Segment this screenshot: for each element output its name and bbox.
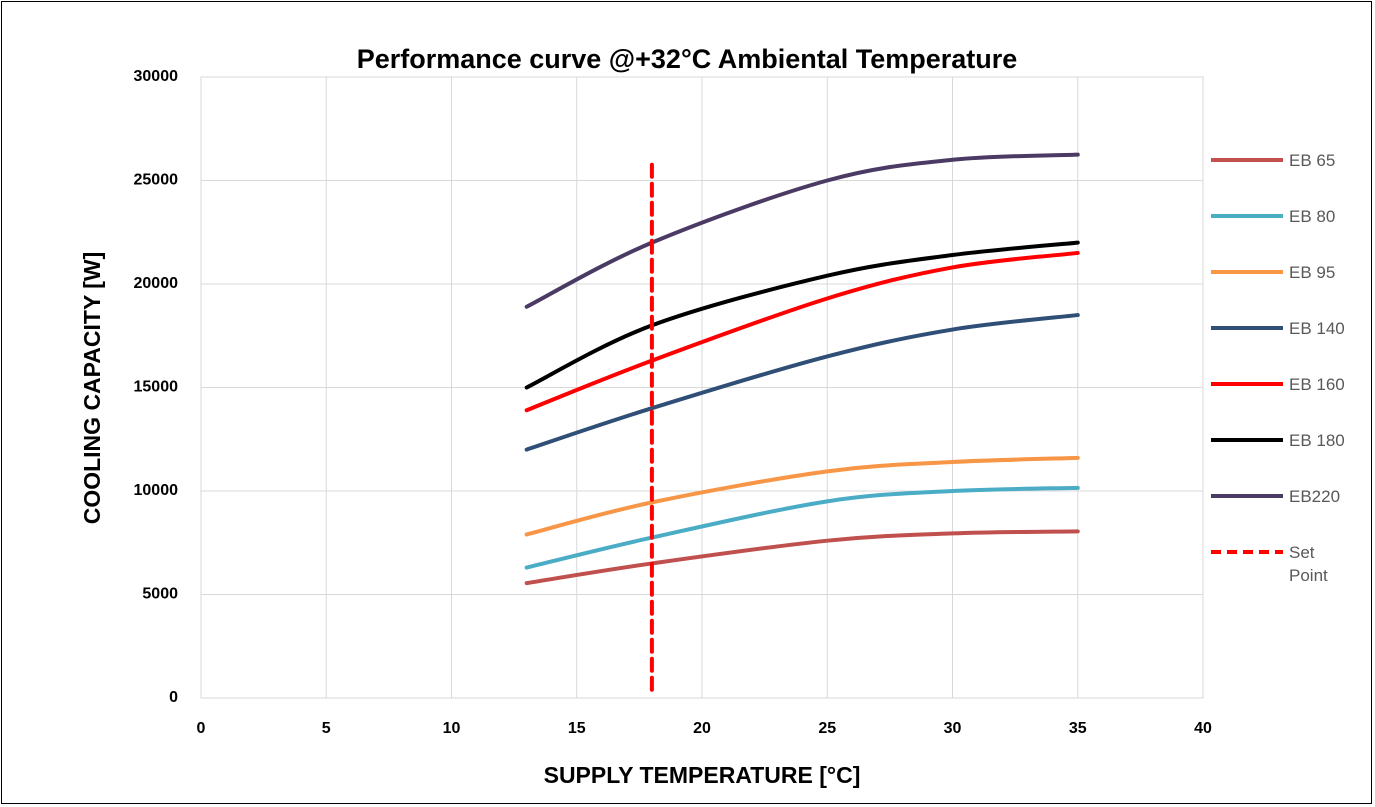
legend-item-eb-160: EB 160: [1211, 375, 1345, 394]
x-tick-label: 20: [693, 720, 711, 737]
legend-label: EB 95: [1289, 263, 1335, 282]
y-tick-label: 25000: [134, 172, 179, 189]
series-layer: [524, 152, 1080, 692]
x-tick-label: 40: [1194, 720, 1212, 737]
grid-layer: [200, 76, 1204, 699]
legend: EB 65 EB 80 EB 95 EB 140 EB 160 EB 180 EB220 Se…: [1211, 151, 1345, 585]
legend-item-eb-95: EB 95: [1211, 263, 1335, 282]
series-line-eb-95: [524, 455, 1080, 537]
y-tick-label: 30000: [134, 68, 179, 85]
x-tick-label: 5: [322, 720, 331, 737]
x-tick-label: 15: [568, 720, 586, 737]
legend-label: EB 65: [1289, 151, 1335, 170]
legend-label: EB 140: [1289, 319, 1345, 338]
x-tick-label: 30: [944, 720, 962, 737]
legend-item-set-point: Set Point: [1211, 543, 1328, 585]
chart-title: Performance curve @+32°C Ambiental Tempe…: [357, 44, 1018, 74]
x-tick-label: 35: [1069, 720, 1087, 737]
y-axis-title: COOLING CAPACITY [W]: [79, 252, 105, 525]
legend-label: EB 80: [1289, 207, 1335, 226]
tick-label-layer: 0 5 10 15 20 25 30 35 40 0 5000 10000 15000 20000 2500…: [134, 68, 1213, 737]
series-line-eb220: [524, 152, 1080, 309]
legend-label: EB220: [1289, 487, 1340, 506]
series-line-eb-65: [524, 529, 1080, 586]
series-line-eb-140: [524, 313, 1080, 452]
legend-item-eb-80: EB 80: [1211, 207, 1335, 226]
legend-item-eb220: EB220: [1211, 487, 1340, 506]
x-tick-label: 0: [197, 720, 206, 737]
legend-label: EB 160: [1289, 375, 1345, 394]
legend-label: Set Point: [1289, 543, 1328, 585]
series-line-eb-160: [524, 250, 1080, 413]
legend-label: EB 180: [1289, 431, 1345, 450]
legend-item-eb-140: EB 140: [1211, 319, 1345, 338]
legend-item-eb-65: EB 65: [1211, 151, 1335, 170]
series-line-eb-180: [524, 240, 1080, 390]
y-tick-label: 0: [169, 689, 178, 706]
y-tick-label: 20000: [134, 275, 179, 292]
series-line-eb-80: [524, 485, 1080, 570]
x-tick-label: 10: [443, 720, 461, 737]
x-tick-label: 25: [818, 720, 836, 737]
x-axis-title: SUPPLY TEMPERATURE [°C]: [544, 762, 861, 788]
y-tick-label: 10000: [134, 482, 179, 499]
y-tick-label: 15000: [134, 379, 179, 396]
legend-item-eb-180: EB 180: [1211, 431, 1345, 450]
y-tick-label: 5000: [142, 586, 178, 603]
